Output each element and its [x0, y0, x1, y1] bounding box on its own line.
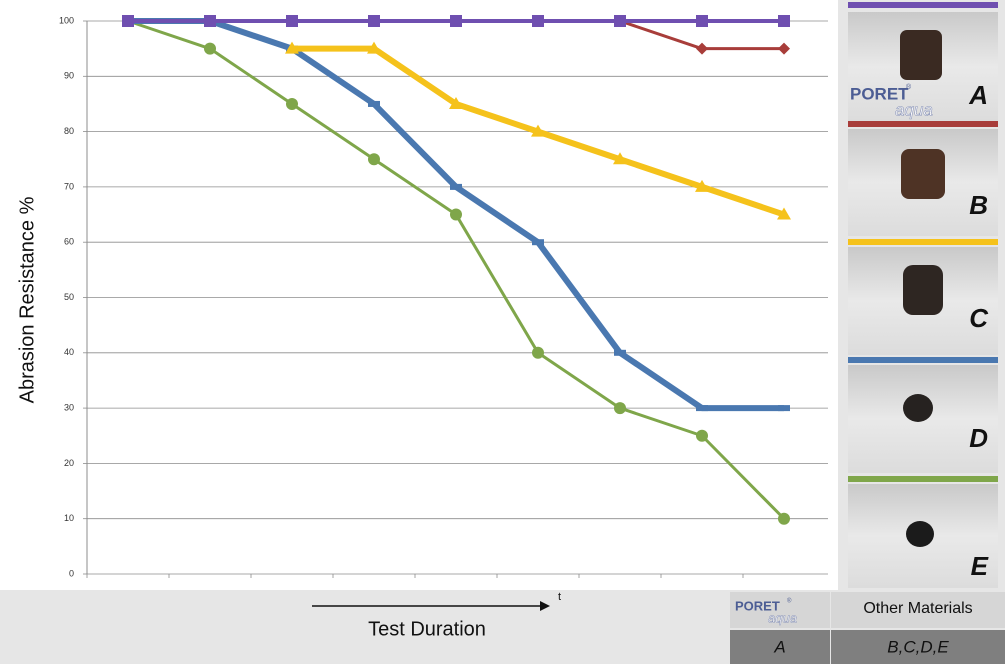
legend-label: B: [969, 190, 988, 220]
brand-sub: aqua: [895, 100, 933, 119]
point: [778, 405, 790, 411]
point: [204, 15, 216, 27]
y-tick-label: 20: [64, 458, 74, 468]
page: PORET ® aqua PORET ® aqua Other Material…: [0, 0, 1005, 664]
point: [614, 402, 626, 414]
point: [532, 15, 544, 27]
point: [532, 239, 544, 245]
brand-mark: ®: [906, 83, 912, 91]
sample: [900, 30, 942, 80]
point: [368, 101, 380, 107]
x-arrow-label: t: [558, 591, 561, 603]
point: [204, 43, 216, 55]
point: [286, 98, 298, 110]
point: [614, 15, 626, 27]
point: [450, 15, 462, 27]
point: [696, 15, 708, 27]
y-tick-label: 40: [64, 347, 74, 357]
legend-bar: [848, 2, 998, 8]
y-tick-label: 60: [64, 237, 74, 247]
x-axis-title: Test Duration: [368, 618, 486, 640]
point: [696, 405, 708, 411]
legend-bar: [848, 476, 998, 482]
legend-bar: [848, 121, 998, 127]
legend-label: A: [968, 80, 988, 110]
sample: [906, 521, 934, 547]
y-tick-label: 90: [64, 71, 74, 81]
sample: [901, 149, 945, 199]
y-tick-label: 80: [64, 126, 74, 136]
sample: [903, 265, 943, 315]
y-tick-label: 100: [59, 15, 74, 25]
y-tick-label: 50: [64, 292, 74, 302]
legend-label: E: [971, 551, 989, 581]
table-cell-text: A: [773, 637, 785, 656]
y-tick-label: 10: [64, 513, 74, 523]
point: [368, 153, 380, 165]
y-axis-title: Abrasion Resistance %: [16, 196, 38, 403]
plot-background: [0, 0, 838, 590]
y-tick-label: 30: [64, 402, 74, 412]
brand-sub: aqua: [768, 610, 797, 625]
legend-label: C: [969, 303, 989, 333]
point: [614, 350, 626, 356]
legend-bar: [848, 239, 998, 245]
legend-bar: [848, 357, 998, 363]
table-cell-text: B,C,D,E: [887, 637, 949, 656]
y-tick-label: 70: [64, 181, 74, 191]
point: [532, 347, 544, 359]
sample: [903, 394, 933, 422]
y-tick-label: 0: [69, 568, 74, 578]
point: [450, 209, 462, 221]
brand-mark: ®: [787, 598, 792, 605]
chart: PORET ® aqua PORET ® aqua Other Material…: [0, 0, 1005, 664]
legend-label: D: [969, 423, 988, 453]
point: [778, 15, 790, 27]
point: [778, 513, 790, 525]
table-header: Other Materials: [863, 600, 972, 617]
point: [286, 15, 298, 27]
point: [696, 430, 708, 442]
point: [450, 184, 462, 190]
point: [122, 15, 134, 27]
point: [368, 15, 380, 27]
